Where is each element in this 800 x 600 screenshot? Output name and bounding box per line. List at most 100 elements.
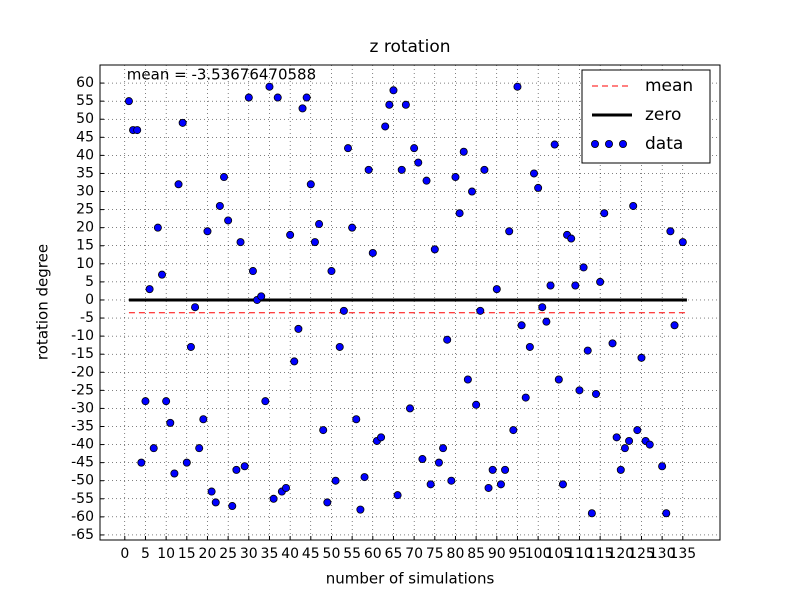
- data-point: [600, 209, 609, 218]
- data-point: [170, 469, 179, 478]
- x-tick-label: 35: [261, 546, 279, 562]
- data-point: [530, 169, 539, 178]
- x-tick-label: 130: [649, 546, 676, 562]
- data-point: [608, 339, 617, 348]
- x-tick-label: 70: [405, 546, 423, 562]
- data-point: [182, 458, 191, 467]
- data-point: [240, 462, 249, 471]
- data-point: [166, 418, 175, 427]
- x-tick-label: 85: [467, 546, 485, 562]
- data-point: [410, 144, 419, 153]
- data-point: [298, 104, 307, 113]
- data-point: [678, 238, 687, 247]
- data-point: [422, 176, 431, 185]
- data-point: [439, 444, 448, 453]
- data-point: [658, 462, 667, 471]
- data-point: [592, 389, 601, 398]
- data-point: [455, 209, 464, 218]
- data-point: [199, 415, 208, 424]
- data-point: [488, 465, 497, 474]
- data-point: [269, 494, 278, 503]
- data-point: [467, 187, 476, 196]
- data-point: [472, 400, 481, 409]
- data-point: [343, 144, 352, 153]
- data-point: [335, 342, 344, 351]
- x-tick-label: 0: [120, 546, 129, 562]
- data-point: [265, 82, 274, 91]
- data-point: [447, 476, 456, 485]
- data-point: [215, 201, 224, 210]
- x-tick-label: 120: [607, 546, 634, 562]
- data-point: [505, 227, 514, 236]
- y-tick-label: 25: [76, 202, 94, 218]
- data-point: [203, 227, 212, 236]
- data-point: [418, 455, 427, 464]
- data-point: [364, 165, 373, 174]
- y-tick-label: 0: [85, 292, 94, 308]
- data-point: [476, 306, 485, 315]
- data-point: [587, 509, 596, 518]
- data-point: [443, 335, 452, 344]
- data-point: [579, 263, 588, 272]
- y-tick-label: 10: [76, 256, 94, 272]
- x-tick-label: 25: [219, 546, 237, 562]
- data-point: [261, 397, 270, 406]
- data-point: [348, 223, 357, 232]
- data-point: [637, 353, 646, 362]
- data-point: [612, 433, 621, 442]
- data-point: [224, 216, 233, 225]
- data-point: [302, 93, 311, 102]
- data-point: [463, 375, 472, 384]
- y-tick-label: 60: [76, 75, 94, 91]
- y-tick-label: 50: [76, 111, 94, 127]
- data-point: [567, 234, 576, 243]
- data-point: [430, 245, 439, 254]
- data-point: [538, 303, 547, 312]
- data-point: [149, 444, 158, 453]
- data-point: [339, 306, 348, 315]
- x-tick-label: 110: [566, 546, 593, 562]
- x-tick-label: 90: [488, 546, 506, 562]
- data-point: [381, 122, 390, 131]
- data-point: [596, 277, 605, 286]
- data-point: [575, 386, 584, 395]
- data-point: [451, 173, 460, 182]
- y-tick-label: -25: [71, 382, 94, 398]
- y-tick-label: 5: [85, 274, 94, 290]
- data-point: [377, 433, 386, 442]
- x-tick-label: 100: [525, 546, 552, 562]
- y-tick-label: -40: [71, 437, 94, 453]
- y-tick-label: -20: [71, 364, 94, 380]
- data-point: [145, 285, 154, 294]
- legend-swatch: [605, 139, 614, 148]
- data-point: [124, 97, 133, 106]
- data-point: [186, 342, 195, 351]
- data-point: [571, 281, 580, 290]
- y-tick-label: 45: [76, 129, 94, 145]
- data-point: [645, 440, 654, 449]
- data-point: [405, 404, 414, 413]
- data-point: [501, 465, 510, 474]
- data-point: [244, 93, 253, 102]
- x-tick-label: 50: [323, 546, 341, 562]
- data-point: [153, 223, 162, 232]
- data-point: [191, 303, 200, 312]
- data-point: [219, 173, 228, 182]
- data-point: [459, 147, 468, 156]
- data-point: [257, 292, 266, 301]
- data-point: [385, 100, 394, 109]
- chart-title: z rotation: [370, 37, 451, 57]
- data-point: [294, 324, 303, 333]
- x-tick-label: 65: [385, 546, 403, 562]
- y-tick-label: -55: [71, 491, 94, 507]
- y-tick-label: 35: [76, 165, 94, 181]
- data-point: [207, 487, 216, 496]
- y-tick-label: 55: [76, 93, 94, 109]
- data-point: [315, 220, 324, 229]
- data-point: [162, 397, 171, 406]
- x-tick-label: 55: [343, 546, 361, 562]
- y-tick-label: 40: [76, 147, 94, 163]
- data-point: [360, 473, 369, 482]
- data-point: [397, 165, 406, 174]
